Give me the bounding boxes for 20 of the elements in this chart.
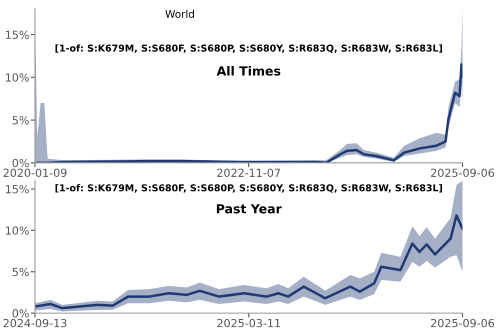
text: Past Year <box>216 204 282 214</box>
y-tick-label: 10% <box>6 73 29 82</box>
line-series <box>35 214 462 310</box>
y-tick-label: 15% <box>6 30 29 39</box>
x-tick-label: 2024-09-13 <box>4 318 66 328</box>
x-tick-label: 2025-09-06 <box>431 318 494 328</box>
text: All Times <box>216 66 280 76</box>
x-tick-label: 2025-09-06 <box>431 168 494 178</box>
y-tick-label: 5% <box>12 116 29 124</box>
y-tick-label: 10% <box>6 226 29 235</box>
chart-title: [1-of: S:K679M, S:S680F, S:S680P, S:S680Y, S:R683Q, S:R683W, S:R683L] <box>56 184 442 193</box>
y-tick-label: 5% <box>12 268 29 276</box>
x-tick-label: 2020-01-09 <box>4 168 67 178</box>
y-tick-label: 15% <box>6 184 29 194</box>
y-tick-label: 0% <box>12 309 29 318</box>
x-tick-label: 2025-03-11 <box>217 318 280 328</box>
x-tick-label: 2022-11-07 <box>217 168 280 178</box>
text: [1-of: S:K679M, S:S680F, S:S680P, S:S680Y, S:R683Q, S:R683W, S:R683L] <box>56 44 442 53</box>
annotation: World <box>165 10 194 18</box>
y-tick-label: 0% <box>12 158 29 168</box>
